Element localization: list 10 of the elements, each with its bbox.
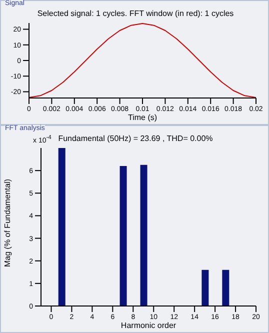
bar — [202, 270, 209, 306]
x-axis-title: Harmonic order — [120, 321, 176, 330]
x-axis-title: Time (s) — [128, 113, 158, 122]
bar — [120, 166, 127, 306]
chart-title: Selected signal: 1 cycles. FFT window (in red): 1 cycles — [36, 9, 235, 18]
chart-title: Fundamental (50Hz) = 23.69 , THD= 0.00% — [58, 134, 213, 143]
bar — [222, 270, 230, 306]
y-axis-title: Mag (% of Fundamental) — [2, 178, 12, 267]
bar — [140, 164, 148, 306]
bar — [58, 148, 66, 306]
